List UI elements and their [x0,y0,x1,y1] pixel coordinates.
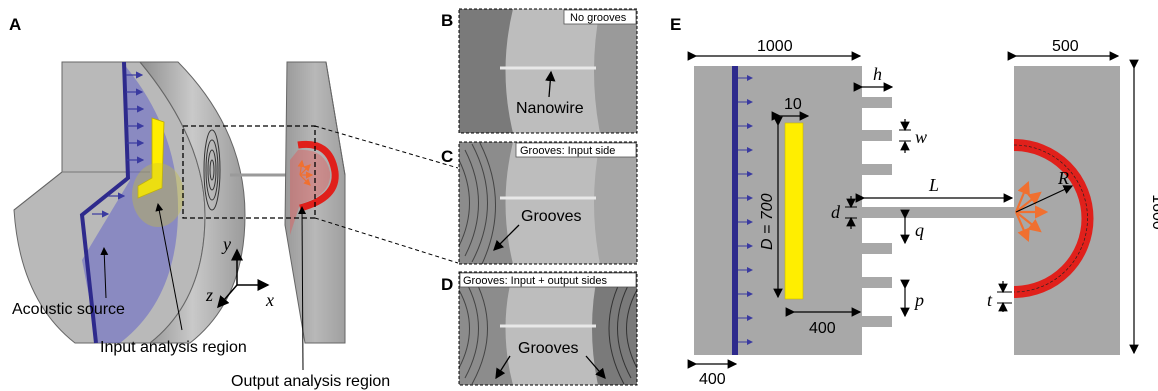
label-acoustic-source: Acoustic source [12,301,125,318]
input-region-disk [132,163,184,227]
d-tag: Grooves: Input + output sides [463,275,608,287]
zoom-line-bottom [314,217,459,264]
e-nanowire [862,207,1014,218]
axis-x-label: x [265,290,274,310]
e-dim-500: 500 [1052,38,1079,55]
source-arrows [92,71,145,218]
panel-b: B No grooves Nanowire [441,8,638,134]
panel-c: C Grooves: Input side Grooves [441,141,638,265]
e-dim-1600: 1600 [1149,194,1158,230]
axis-y-label: y [221,234,231,254]
acoustic-source-line [79,61,131,344]
e-acoustic-source [732,66,738,355]
d-right-block [592,272,637,385]
b-label-nanowire: Nanowire [516,100,584,117]
panel-letter-e: E [670,15,681,34]
e-label-t: t [987,290,993,310]
e-input-region [784,122,804,300]
d-frame [458,271,638,386]
e-groove-teeth [862,97,892,327]
axis-z-label: z [205,285,213,305]
panel-e: E [670,15,1158,388]
e-label-r: R [1057,168,1069,188]
c-left-block [459,142,513,264]
output-arrows [297,159,314,186]
b-right-block [594,9,637,133]
c-tag: Grooves: Input side [520,145,615,157]
e-dim-1000: 1000 [757,38,793,55]
e-dim-400-inner: 400 [809,320,836,337]
c-label-grooves: Grooves [521,208,581,225]
e-label-q: q [915,220,924,240]
axis-triad [217,248,270,309]
c-grooves-rings [458,142,496,265]
e-dim-10: 10 [784,96,802,113]
output-analysis-region [297,140,339,212]
label-input-analysis-region: Input analysis region [100,339,247,356]
b-tag: No grooves [570,12,627,24]
panel-letter-b: B [441,11,453,30]
e-label-p: p [913,290,924,310]
left-cylinder-face [138,61,246,344]
zoom-line-top [314,125,459,169]
e-label-l: L [928,175,939,195]
e-source-arrows [738,75,753,345]
e-label-w: w [915,127,927,147]
panel-letter-c: C [441,147,453,166]
panel-d: D Grooves: Input + output sides Grooves [441,271,638,386]
input-grooves [203,129,221,211]
panel-letter-d: D [441,275,453,294]
e-label-h: h [873,64,882,84]
zoom-box [182,125,316,219]
e-dim-d700: D = 700 [759,193,776,250]
e-label-d: d [831,202,841,222]
e-output-arrows [1014,180,1049,243]
panel-a: A [9,15,459,390]
input-analysis-region [137,117,165,199]
e-dim-400-bottom: 400 [699,371,726,388]
panel-letter-a: A [9,15,21,34]
b-left-block [459,9,513,133]
label-output-analysis-region: Output analysis region [231,373,390,390]
b-frame [458,8,638,134]
d-label-grooves: Grooves [518,340,578,357]
c-right-block [594,142,637,264]
d-left-block [459,272,513,385]
e-right-block [1014,66,1120,355]
